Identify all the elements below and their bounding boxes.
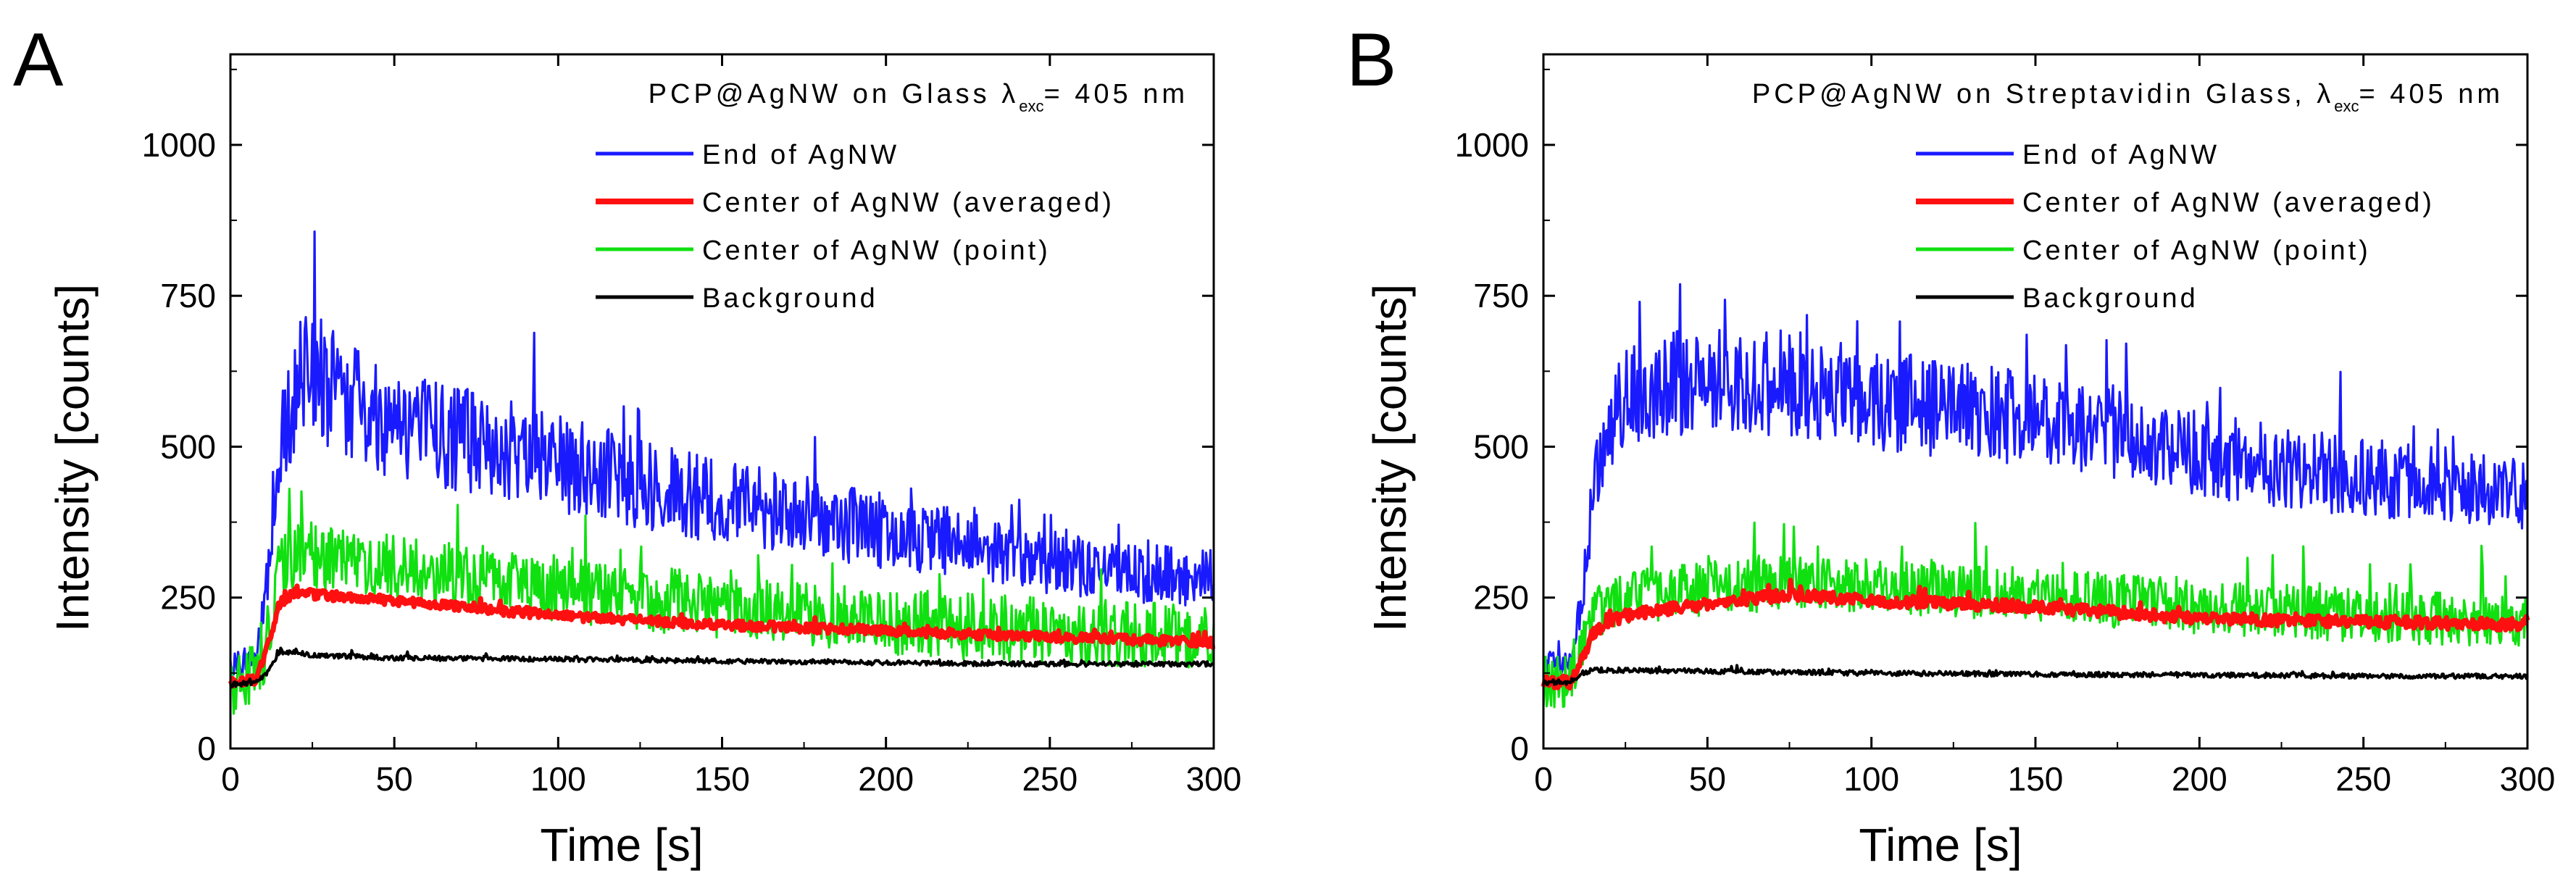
panel-label-a: A xyxy=(13,18,64,102)
series-line-center-of-agnw-averaged-a xyxy=(228,583,1216,689)
x-tick-label-a: 300 xyxy=(1186,760,1242,798)
y-tick-label-a: 1000 xyxy=(142,126,216,164)
y-tick-label-b: 0 xyxy=(1510,730,1529,767)
chart-panel-a: A PCP@AgNW on Glass λexc= 405 nm Time [s… xyxy=(13,18,1241,871)
series-line-center-of-agnw-point-a xyxy=(229,487,1215,715)
y-tick-label-b: 1000 xyxy=(1455,126,1529,164)
legend-label-b: Background xyxy=(2022,283,2198,314)
legend-label-a: Center of AgNW (point) xyxy=(702,235,1051,266)
y-tick-label-a: 500 xyxy=(160,428,216,465)
panel-label-b: B xyxy=(1346,18,1396,102)
x-tick-label-b: 200 xyxy=(2172,760,2227,798)
panel-a-annotation: PCP@AgNW on Glass λexc= 405 nm xyxy=(649,79,1188,115)
x-tick-label-a: 250 xyxy=(1022,760,1077,798)
series-line-end-of-agnw-a xyxy=(229,230,1215,678)
legend-label-b: End of AgNW xyxy=(2022,140,2219,170)
series-line-end-of-agnw-b xyxy=(1542,283,2529,676)
legend-a: End of AgNW Center of AgNW (averaged) Cent… xyxy=(596,140,1114,314)
panel-b-annotation: PCP@AgNW on Streptavidin Glass, λexc= 40… xyxy=(1752,79,2504,115)
x-tick-label-a: 50 xyxy=(376,760,413,798)
y-tick-label-a: 0 xyxy=(197,730,216,767)
series-line-center-of-agnw-point-b xyxy=(1542,521,2529,709)
y-tick-label-a: 250 xyxy=(160,579,216,617)
y-tick-label-b: 750 xyxy=(1473,277,1529,314)
x-tick-label-a: 100 xyxy=(530,760,586,798)
series-line-center-of-agnw-averaged-b xyxy=(1541,577,2530,691)
y-axis-title-b: Intensity [counts] xyxy=(1364,284,1416,632)
x-tick-label-a: 200 xyxy=(858,760,914,798)
legend-label-a: Background xyxy=(702,283,878,314)
series-group-b xyxy=(1541,283,2530,709)
x-tick-label-a: 0 xyxy=(221,760,240,798)
chart-panel-b: B PCP@AgNW on Streptavidin Glass, λexc= … xyxy=(1346,18,2555,871)
x-tick-label-b: 100 xyxy=(1843,760,1899,798)
x-tick-label-a: 150 xyxy=(694,760,750,798)
y-tick-label-b: 250 xyxy=(1473,579,1529,617)
x-tick-label-b: 300 xyxy=(2500,760,2556,798)
legend-label-a: Center of AgNW (averaged) xyxy=(702,188,1114,218)
series-line-background-a xyxy=(229,646,1214,689)
x-tick-label-b: 150 xyxy=(2008,760,2064,798)
legend-label-a: End of AgNW xyxy=(702,140,899,170)
series-group-a xyxy=(228,230,1216,715)
y-tick-label-a: 750 xyxy=(160,277,216,314)
series-line-background-b xyxy=(1542,664,2529,686)
x-axis-title-a: Time [s] xyxy=(540,819,703,871)
legend-b: End of AgNW Center of AgNW (averaged) Cent… xyxy=(1916,140,2435,314)
x-axis-title-b: Time [s] xyxy=(1859,819,2022,871)
x-tick-label-b: 50 xyxy=(1689,760,1726,798)
x-tick-label-b: 250 xyxy=(2335,760,2391,798)
y-axis-title-a: Intensity [counts] xyxy=(46,284,99,632)
legend-label-b: Center of AgNW (averaged) xyxy=(2022,188,2435,218)
x-tick-label-b: 0 xyxy=(1534,760,1553,798)
y-tick-label-b: 500 xyxy=(1473,428,1529,465)
legend-label-b: Center of AgNW (point) xyxy=(2022,235,2371,266)
